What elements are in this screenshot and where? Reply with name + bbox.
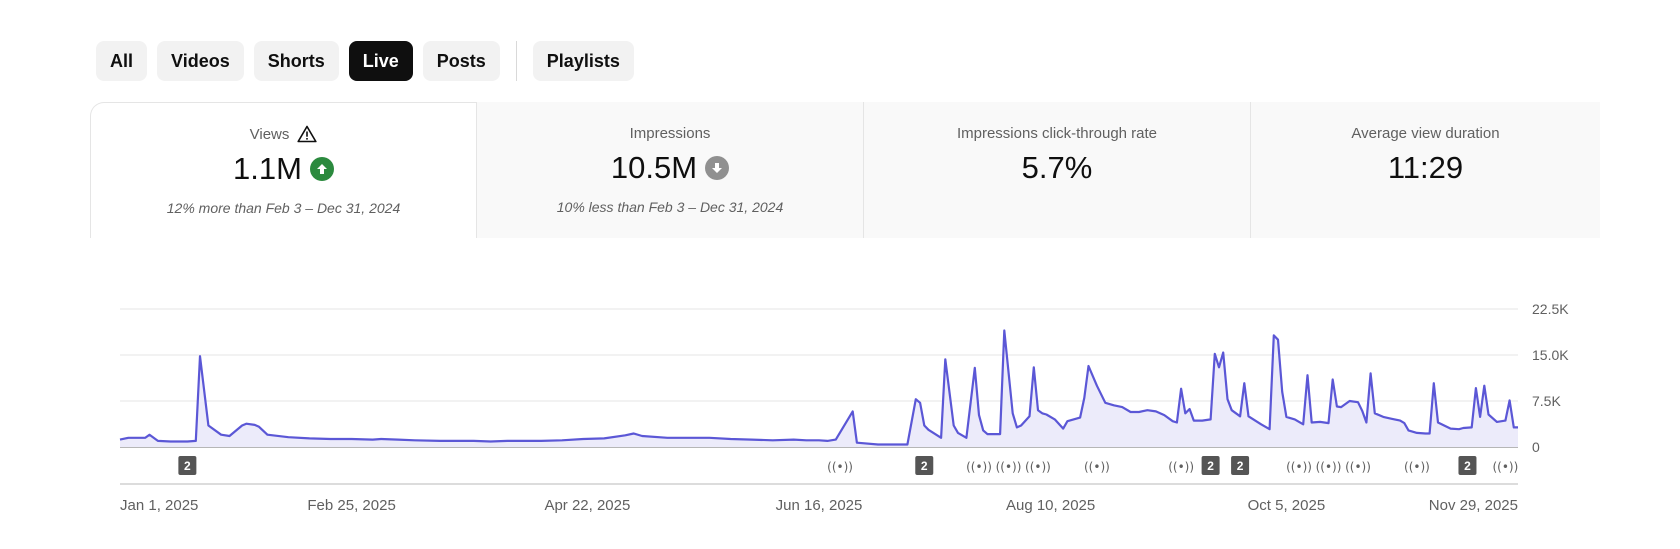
metric-value-row: 10.5M — [610, 149, 730, 187]
series-line[interactable] — [119, 329, 1518, 446]
metric-tab-ctr[interactable]: Impressions click-through rate 5.7% — [864, 102, 1251, 238]
live-stream-icon[interactable]: ((•)) — [1345, 460, 1371, 474]
filter-chip-live[interactable]: Live — [348, 41, 413, 81]
metric-tabs: Views 1.1M 12% more than Feb 3 – Dec 31,… — [90, 102, 1600, 238]
metric-value: 10.5M — [610, 150, 698, 185]
filter-chip-videos[interactable]: Videos — [157, 41, 244, 81]
filter-chip-playlists[interactable]: Playlists — [532, 41, 634, 81]
metric-value: 11:29 — [1387, 150, 1464, 185]
badge-count: 2 — [1207, 459, 1214, 473]
metric-tab-impressions[interactable]: Impressions 10.5M 10% less than Feb 3 – … — [477, 102, 864, 238]
x-tick-label: Feb 25, 2025 — [307, 497, 395, 514]
live-stream-icon[interactable]: ((•)) — [1168, 460, 1194, 474]
metric-value-row: 5.7% — [1022, 149, 1093, 187]
y-axis: 22.5K 15.0K 7.5K 0 — [1532, 301, 1569, 455]
chart-annotations: 2 ((•)) 2 ((•)) ((•)) ((•)) ((•)) ((•)) 2 2 ((•))(… — [178, 456, 1518, 475]
live-stream-icon[interactable]: ((•)) — [996, 460, 1022, 474]
series-area — [120, 330, 1518, 447]
metric-title: Impressions — [629, 124, 711, 142]
live-stream-icon[interactable]: ((•)) — [1492, 460, 1518, 474]
x-tick-label: Jun 16, 2025 — [776, 497, 863, 514]
filter-chip-shorts[interactable]: Shorts — [253, 41, 339, 81]
badge-count: 2 — [184, 459, 191, 473]
badge-background — [915, 456, 934, 475]
content-type-filter-bar: All Videos Shorts Live Posts Playlists — [96, 41, 644, 81]
upload-count-badge[interactable]: 2 — [178, 456, 197, 475]
badge-count: 2 — [921, 459, 928, 473]
upload-count-badge[interactable]: 2 — [1458, 456, 1477, 475]
x-tick-label: Aug 10, 2025 — [1006, 497, 1095, 514]
metric-title: Views — [249, 125, 290, 143]
metric-tab-avg-view-duration[interactable]: Average view duration 11:29 — [1251, 102, 1600, 238]
warning-icon[interactable] — [297, 125, 317, 143]
filter-chip-posts[interactable]: Posts — [422, 41, 500, 81]
y-tick-label: 0 — [1532, 439, 1540, 455]
badge-background — [1231, 456, 1250, 475]
metric-value-row: 11:29 — [1388, 149, 1463, 187]
metric-comparison: 12% more than Feb 3 – Dec 31, 2024 — [166, 200, 401, 216]
live-stream-icon[interactable]: ((•)) — [1025, 460, 1051, 474]
upload-count-badge[interactable]: 2 — [915, 456, 934, 475]
metric-tab-views[interactable]: Views 1.1M 12% more than Feb 3 – Dec 31,… — [90, 102, 477, 238]
chip-divider — [515, 41, 517, 81]
metric-value: 5.7% — [1021, 150, 1093, 185]
x-axis: Jan 1, 2025 Feb 25, 2025 Apr 22, 2025 Jun 1… — [120, 483, 1518, 514]
metric-title-row: Views — [250, 125, 318, 143]
badge-background — [1458, 456, 1477, 475]
filter-chip-all[interactable]: All — [96, 41, 148, 81]
badge-background — [178, 456, 197, 475]
live-stream-icon[interactable]: ((•)) — [827, 460, 853, 474]
live-stream-icon[interactable]: ((•)) — [1084, 460, 1110, 474]
badge-background — [1201, 456, 1220, 475]
x-tick-label: Nov 29, 2025 — [1429, 497, 1518, 514]
metric-title: Impressions click-through rate — [956, 124, 1158, 142]
live-stream-icon[interactable]: ((•)) — [1404, 460, 1430, 474]
badge-count: 2 — [1237, 459, 1244, 473]
live-stream-icon[interactable]: ((•)) — [966, 460, 992, 474]
metric-comparison: 10% less than Feb 3 – Dec 31, 2024 — [556, 199, 784, 215]
live-stream-icon[interactable]: ((•)) — [1316, 460, 1342, 474]
y-tick-label: 22.5K — [1532, 301, 1569, 317]
x-tick-label: Jan 1, 2025 — [120, 497, 198, 514]
upload-count-badge[interactable]: 2 — [1231, 456, 1250, 475]
metric-value: 1.1M — [233, 151, 302, 186]
y-tick-label: 7.5K — [1532, 393, 1561, 409]
upload-count-badge[interactable]: 2 — [1201, 456, 1220, 475]
metric-title: Average view duration — [1351, 124, 1500, 142]
y-tick-label: 15.0K — [1532, 347, 1569, 363]
x-tick-label: Apr 22, 2025 — [544, 497, 630, 514]
badge-count: 2 — [1464, 459, 1471, 473]
arrow-up-circle-icon — [309, 157, 334, 181]
live-stream-icon[interactable]: ((•)) — [1286, 460, 1312, 474]
x-tick-label: Oct 5, 2025 — [1248, 497, 1326, 514]
arrow-down-circle-icon — [705, 156, 730, 180]
metric-value-row: 1.1M — [233, 150, 334, 188]
